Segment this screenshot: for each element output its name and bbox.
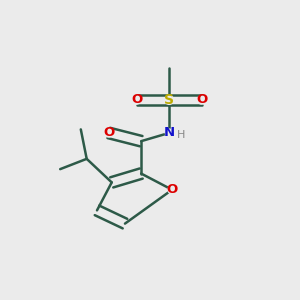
Text: S: S — [164, 93, 174, 107]
Circle shape — [168, 186, 176, 194]
Text: O: O — [131, 93, 142, 106]
Text: O: O — [103, 126, 114, 140]
Text: N: N — [164, 126, 175, 140]
Circle shape — [165, 129, 173, 137]
Text: H: H — [177, 130, 186, 140]
Circle shape — [105, 129, 113, 137]
Circle shape — [197, 96, 206, 104]
Text: O: O — [167, 183, 178, 196]
Circle shape — [165, 95, 174, 104]
Circle shape — [133, 96, 141, 104]
Text: O: O — [196, 93, 207, 106]
